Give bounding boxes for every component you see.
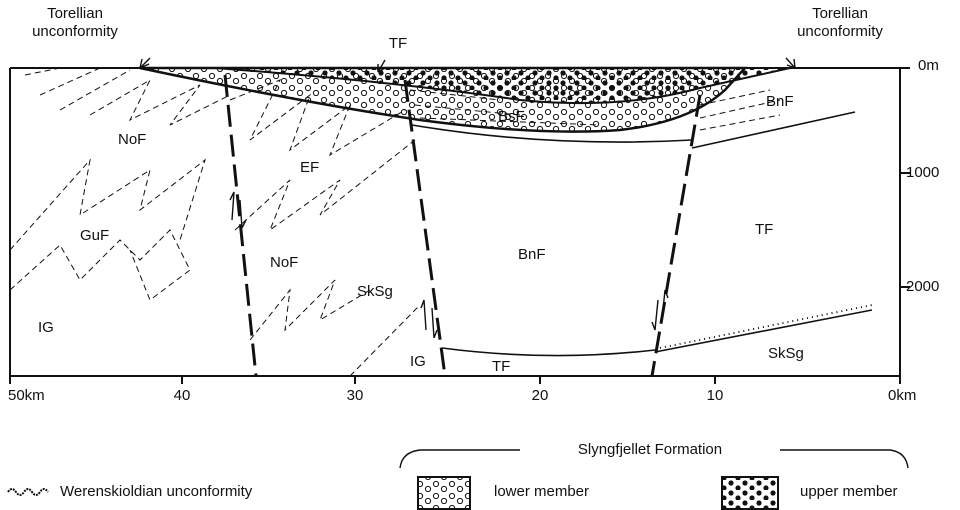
unit-label: TF [755,221,773,238]
unit-label: NoF [118,131,146,148]
label-line: unconformity [797,23,883,40]
unit-label: SkSg [768,345,804,362]
unit-label: GuF [80,227,109,244]
legend: Werenskioldian unconformity Slyngfjellet… [8,441,908,509]
legend-label: upper member [800,483,898,500]
unit-label: SkSg [357,283,393,300]
horizon-lines [412,112,872,356]
unit-label: TF [389,35,407,52]
unit-label: BsF [498,108,525,125]
label-line: Torellian [47,5,103,22]
unit-label: IG [38,319,54,336]
label-line: unconformity [32,23,118,40]
distance-tick-label: 20 [532,387,549,404]
cross-section-figure: Torellianunconformity Torellianunconform… [0,0,960,510]
distance-tick-label: 30 [347,387,364,404]
unit-label: IG [410,353,426,370]
depth-tick-label: 0m [918,57,939,74]
unit-label: NoF [270,254,298,271]
legend-label: Werenskioldian unconformity [60,483,253,500]
label-line: Torellian [812,5,868,22]
unit-label: EF [300,159,319,176]
legend-label: lower member [494,483,589,500]
distance-tick-label: 40 [174,387,191,404]
unit-label: BnF [766,93,794,110]
distance-tick-label: 10 [707,387,724,404]
distance-tick-label: 0km [888,387,916,404]
depth-tick-label: 2000 [906,278,939,295]
legend-group-title: Slyngfjellet Formation [578,441,722,458]
distance-tick-label: 50km [8,387,45,404]
distance-ticks [10,376,900,384]
unit-label: BnF [518,246,546,263]
unit-label: TF [492,358,510,375]
depth-tick-label: 1000 [906,164,939,181]
